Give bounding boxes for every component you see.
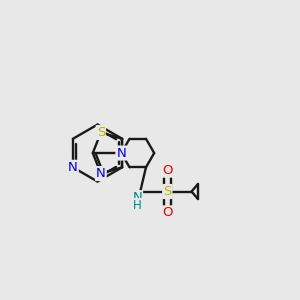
- Text: O: O: [162, 164, 172, 177]
- Text: S: S: [163, 185, 172, 198]
- Text: N: N: [116, 146, 126, 160]
- Text: O: O: [162, 206, 172, 219]
- Text: S: S: [97, 126, 105, 139]
- Text: H: H: [133, 199, 142, 212]
- Text: N: N: [132, 191, 142, 204]
- Text: N: N: [96, 167, 106, 180]
- Text: N: N: [68, 161, 78, 174]
